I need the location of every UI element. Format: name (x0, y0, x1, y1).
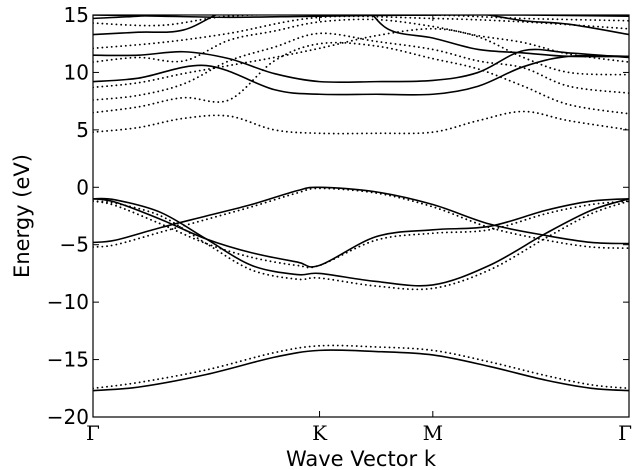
x-tick-label: K (312, 421, 328, 445)
y-tick-label: −15 (47, 348, 89, 372)
band-lines (93, 15, 629, 392)
y-tick-label: 0 (76, 175, 89, 199)
solid-band-2 (93, 197, 629, 287)
dotted-band-16 (93, 27, 629, 89)
solid-band-9 (93, 48, 629, 84)
solid-band-11 (93, 15, 629, 36)
dotted-band-7 (93, 187, 629, 250)
solid-band-3 (93, 197, 629, 268)
dotted-band-18 (93, 15, 629, 50)
dotted-band-1 (93, 344, 629, 390)
solid-band-0 (93, 349, 629, 392)
x-tick-label: Γ (618, 421, 632, 445)
dotted-band-13 (93, 110, 629, 135)
axis-ticks: −20 −15 −10 −5 0 5 10 15 Γ K M Γ (47, 3, 632, 445)
x-tick-label: Γ (86, 421, 100, 445)
y-axis-label: Energy (eV) (10, 154, 34, 278)
y-tick-label: 5 (76, 118, 89, 142)
y-tick-label: −20 (47, 405, 89, 429)
solid-band-8 (93, 54, 629, 96)
dotted-band-14 (93, 41, 629, 115)
y-tick-label: −5 (60, 233, 89, 257)
y-tick-label: −10 (47, 290, 89, 314)
solid-band-10 (93, 15, 629, 58)
y-tick-label: 15 (64, 3, 89, 27)
dotted-band-6 (93, 200, 629, 269)
x-tick-label: M (423, 421, 443, 445)
plot-frame (92, 14, 630, 418)
y-tick-label: 10 (64, 60, 89, 84)
dotted-band-5 (93, 200, 629, 291)
solid-band-4 (93, 186, 629, 245)
x-axis-label: Wave Vector k (286, 447, 437, 470)
dotted-band-15 (93, 32, 629, 101)
